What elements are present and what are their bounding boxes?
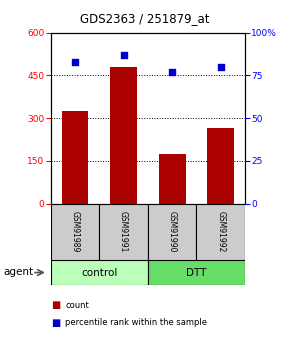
- Text: count: count: [65, 301, 89, 310]
- Bar: [148, 260, 245, 285]
- Bar: [159, 154, 186, 204]
- Text: control: control: [81, 268, 117, 277]
- Bar: [196, 204, 245, 260]
- Bar: [51, 204, 99, 260]
- Text: ■: ■: [51, 300, 60, 310]
- Bar: [110, 67, 137, 204]
- Text: percentile rank within the sample: percentile rank within the sample: [65, 318, 207, 327]
- Bar: [207, 128, 234, 204]
- Bar: [62, 111, 88, 204]
- Text: GSM91992: GSM91992: [216, 211, 225, 253]
- Bar: [99, 204, 148, 260]
- Point: [170, 69, 175, 75]
- Text: agent: agent: [3, 267, 33, 277]
- Bar: [51, 260, 148, 285]
- Point: [218, 64, 223, 70]
- Text: GDS2363 / 251879_at: GDS2363 / 251879_at: [80, 12, 210, 26]
- Bar: [148, 204, 196, 260]
- Text: GSM91991: GSM91991: [119, 211, 128, 253]
- Text: DTT: DTT: [186, 268, 207, 277]
- Text: GSM91990: GSM91990: [168, 211, 177, 253]
- Text: ■: ■: [51, 318, 60, 327]
- Point: [73, 59, 77, 65]
- Point: [121, 52, 126, 58]
- Text: GSM91989: GSM91989: [70, 211, 79, 253]
